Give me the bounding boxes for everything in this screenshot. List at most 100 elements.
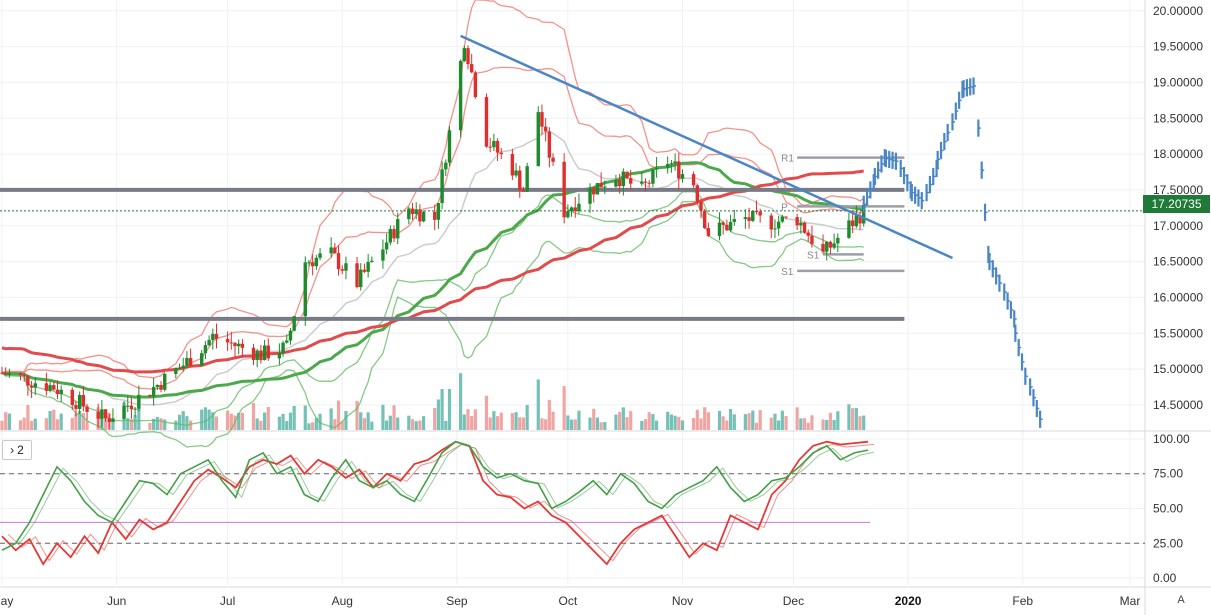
volume-bar [44,418,48,430]
candle-body [22,374,26,376]
volume-bar [214,416,219,430]
candle-body [100,409,104,419]
candle-body [418,209,422,222]
candle-body [773,228,777,230]
candle-body [85,406,89,412]
moving-average-red [1,169,864,374]
candle-body [458,60,463,131]
volume-bar [488,417,492,430]
oscillator-signal-line [7,443,875,562]
candle-body [828,241,833,248]
candle-body [251,347,256,361]
candle-body [769,215,773,230]
candle-body [333,247,337,254]
volume-bar [29,420,34,430]
time-tick-label: Aug [332,594,353,608]
candle-body [81,394,86,407]
candle-body [518,170,522,190]
volume-bar [266,406,270,430]
candle-body [488,146,492,148]
volume-bar [492,411,496,430]
volume-bar [407,415,411,430]
volume-bar [292,405,296,430]
volume-bar [640,420,644,430]
volume-bar [152,418,156,430]
candle-body [122,405,126,419]
candle-body [614,179,618,187]
volume-bar [721,416,725,430]
candle-body [495,140,500,153]
volume-bar [743,414,747,430]
volume-bar [285,421,289,430]
volume-bar [129,419,134,430]
volume-bar [751,410,755,430]
candle-body [344,263,348,271]
candle-body [466,48,470,65]
volume-bar [311,422,315,430]
candle-body [806,232,810,236]
candle-body [799,222,803,226]
volume-bar [148,423,152,430]
candle-body [33,383,37,388]
volume-bar [137,404,141,430]
volume-bar [462,414,466,430]
candle-body [111,418,115,422]
candle-body [236,343,241,347]
price-tick-label: 15.50000 [1153,326,1203,340]
volume-bar [307,423,311,430]
candle-body [307,262,311,264]
time-axis: May Jun Jul Aug Sep Oct Nov Dec 2020 Feb Mar [0,594,1140,608]
candle-body [647,182,651,184]
volume-bar [470,415,474,430]
candle-body [255,350,259,361]
volume-bar [758,410,762,430]
candle-body [318,253,322,258]
volume-bar [336,400,341,430]
volume-bar [436,399,441,430]
candle-body [702,210,707,229]
volume-bar [229,413,233,430]
volume-bar [544,419,548,430]
oscillator-pane-toggle[interactable]: › 2 [2,440,32,460]
candle-body [355,263,359,288]
volume-bar [440,389,444,430]
downtrend-line [460,34,953,260]
volume-bar [240,412,244,430]
auto-scale-button[interactable]: A [1177,594,1185,606]
volume-bar [732,414,736,430]
candle-body [181,365,185,369]
oscillator-tick-label: 25.00 [1153,536,1183,550]
candle-body [107,418,111,422]
sma-20-line [1,131,864,406]
volume-bar [643,419,648,430]
keltner-lower-line [1,190,864,427]
candle-body [18,373,23,375]
candle-body [440,169,444,204]
volume-bar [799,418,803,430]
candle-body [732,219,736,222]
price-tick-label: 18.00000 [1153,147,1203,161]
volume-bar [706,412,710,430]
volume-bar [385,420,389,430]
candle-body [821,243,825,252]
volume-bar [536,379,540,430]
volume-bar [647,412,651,430]
price-tick-label: 19.00000 [1153,75,1203,89]
volume-bar [174,420,178,430]
candle-body [743,217,748,220]
candle-body [288,330,293,341]
volume-bar [466,409,470,430]
candle-body [592,187,596,195]
volume-bar [366,412,370,430]
volume-bar [847,404,851,430]
candle-body [473,72,478,98]
volume-bar [836,411,840,430]
price-tick-label: 18.50000 [1153,111,1203,125]
candle-body [3,372,8,375]
volume-bar [203,407,208,430]
candle-body [469,64,474,73]
candle-body [625,171,629,179]
candle-body [240,343,245,348]
candle-body [751,211,755,221]
volume-bar [614,414,618,430]
